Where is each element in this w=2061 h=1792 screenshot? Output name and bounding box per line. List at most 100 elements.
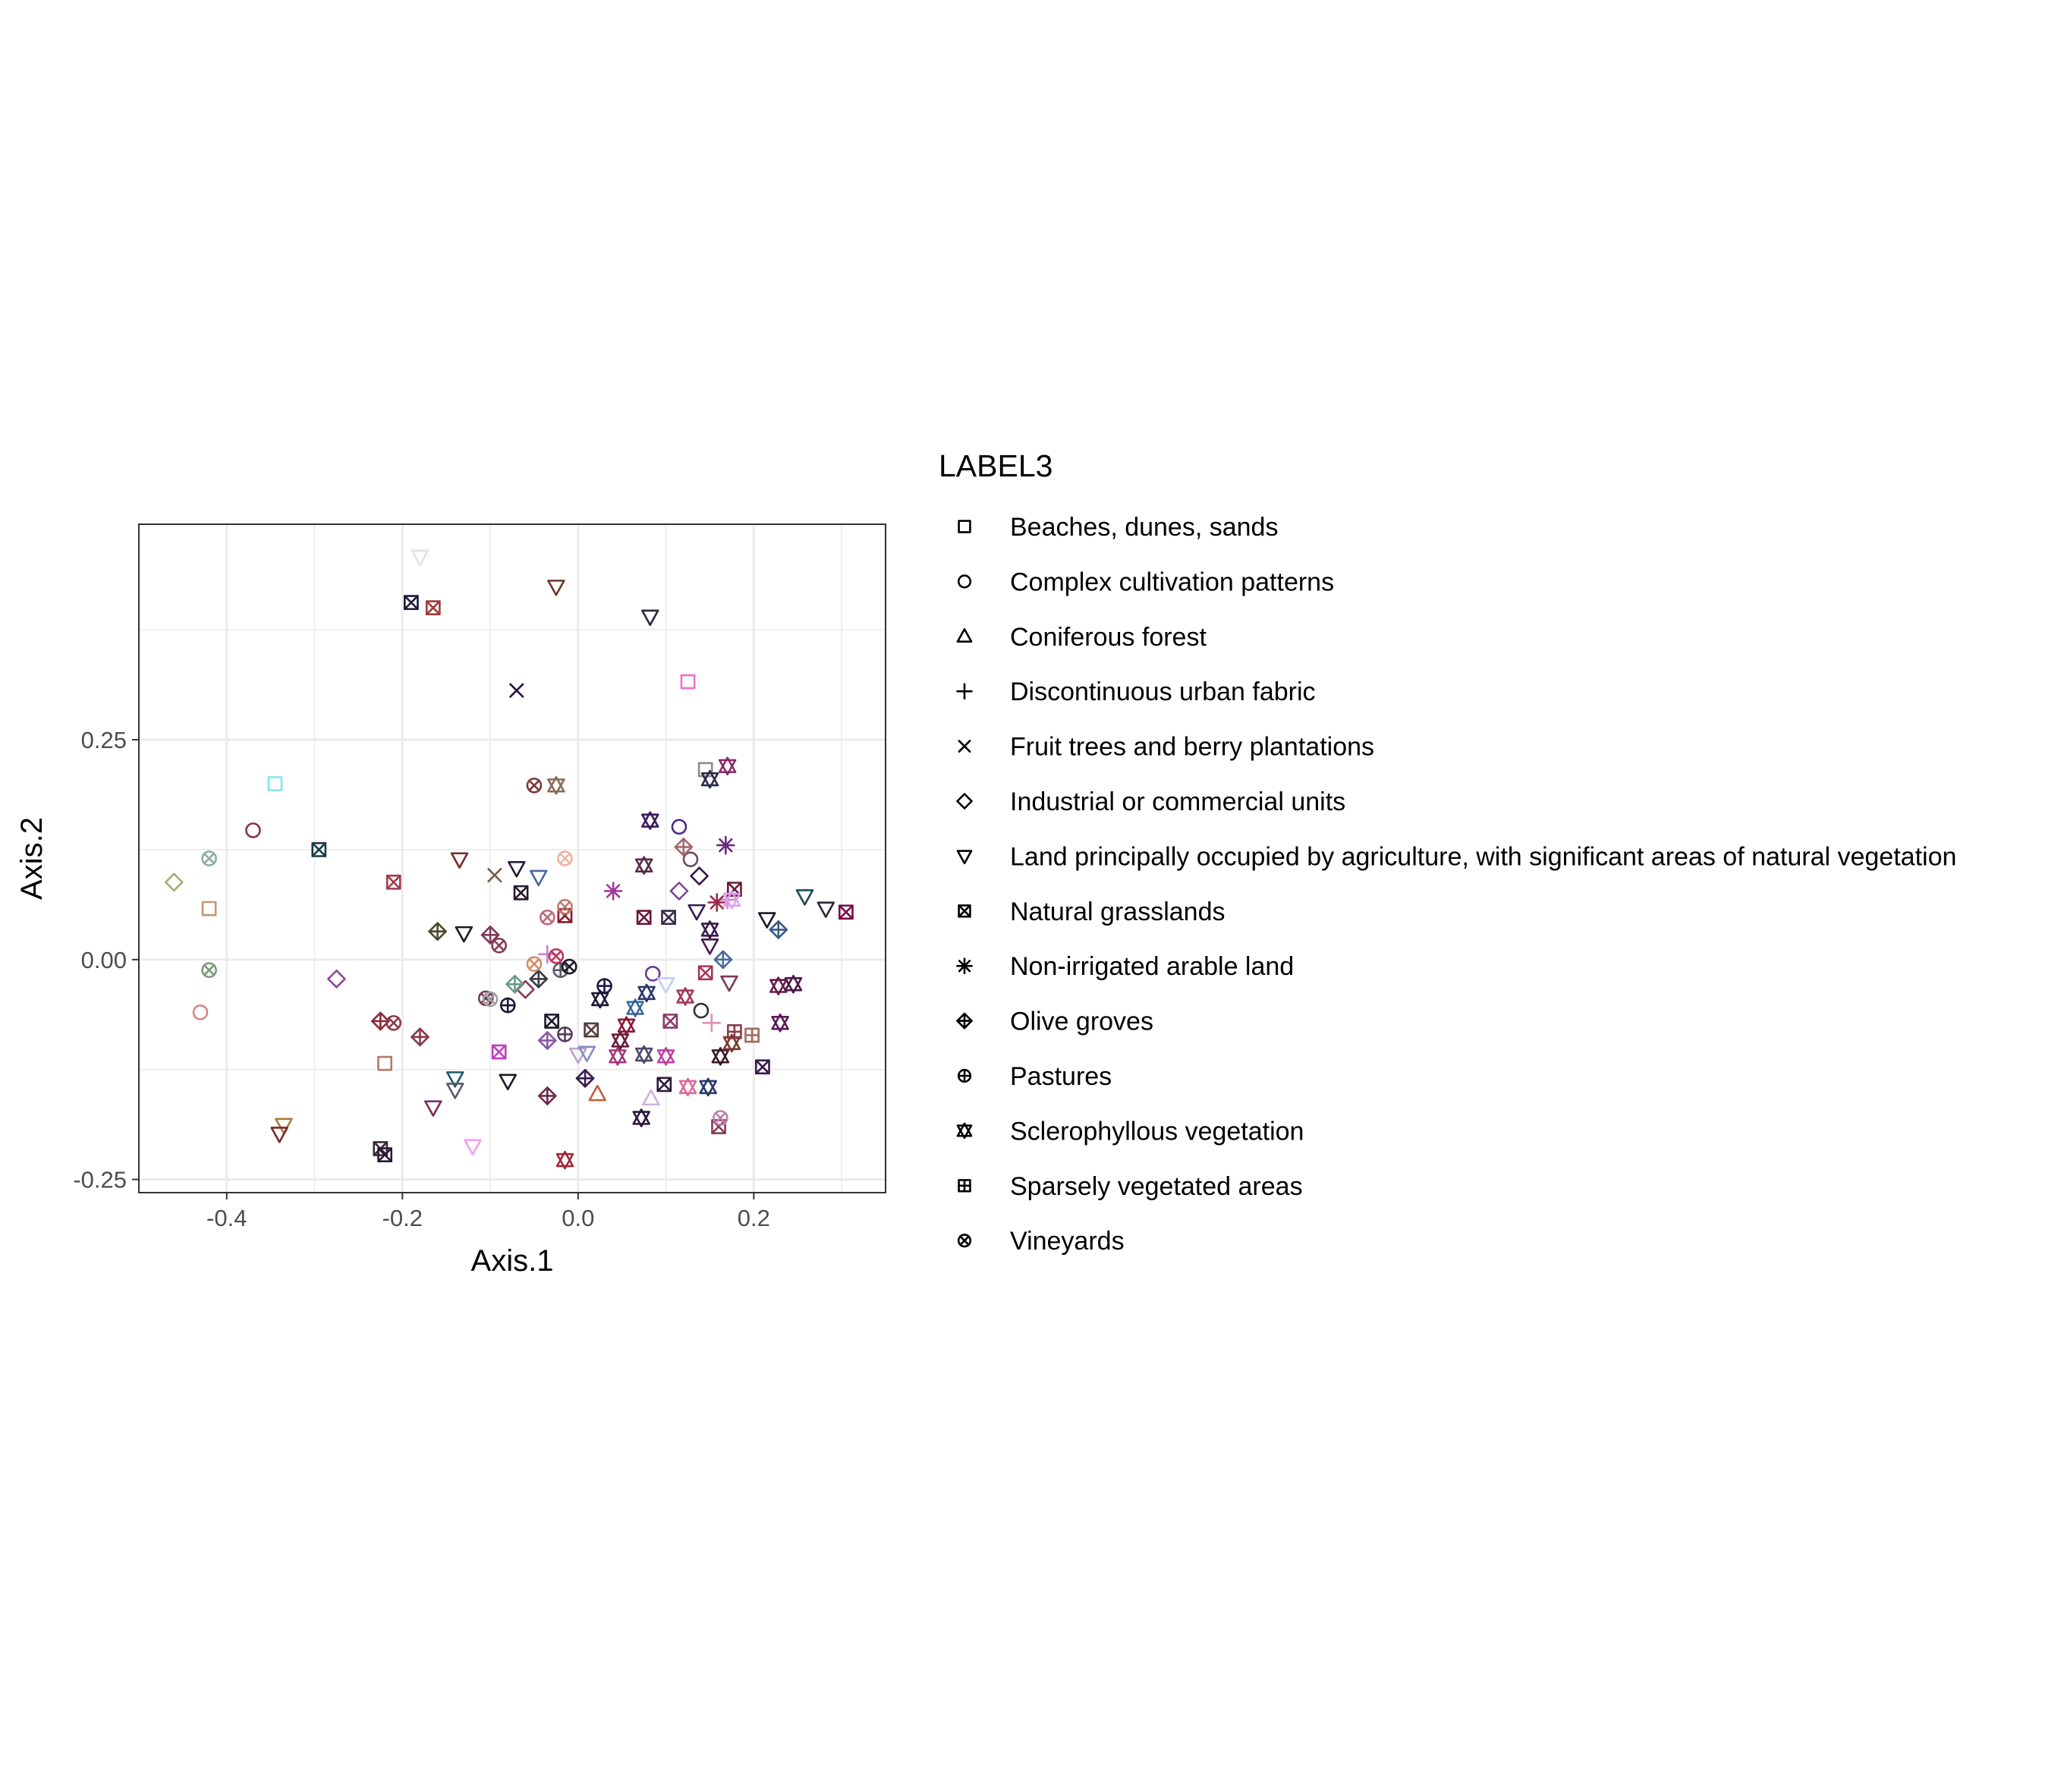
legend-item-label: Beaches, dunes, sands — [1010, 513, 1278, 542]
y-tick-label: -0.25 — [73, 1167, 127, 1193]
data-point — [771, 1013, 789, 1033]
data-point — [611, 1031, 630, 1050]
data-point — [713, 950, 733, 970]
data-point — [769, 920, 788, 939]
data-point — [480, 926, 500, 945]
x-tick-label: 0.0 — [562, 1205, 594, 1231]
data-point — [544, 1014, 559, 1029]
data-point — [693, 1002, 710, 1019]
legend-item: Olive groves — [956, 1008, 1153, 1036]
data-point — [377, 1055, 393, 1071]
legend-items: Beaches, dunes, sands Complex cultivation… — [956, 513, 1956, 1256]
data-point — [755, 1059, 770, 1075]
data-point — [699, 1077, 717, 1097]
legend-key-icon — [958, 1179, 971, 1193]
data-point — [491, 1044, 507, 1060]
data-point — [718, 756, 737, 776]
data-point — [270, 1127, 288, 1143]
data-point — [201, 901, 217, 916]
data-point — [513, 885, 529, 901]
legend-item: Beaches, dunes, sands — [958, 513, 1278, 542]
data-point — [727, 1023, 742, 1039]
data-point — [385, 1014, 402, 1031]
legend-item-label: Vineyards — [1010, 1227, 1125, 1256]
data-point — [697, 762, 713, 778]
data-point — [744, 1027, 760, 1043]
data-point — [596, 978, 612, 994]
data-point — [491, 937, 507, 954]
data-point — [656, 1047, 675, 1066]
data-point — [526, 777, 543, 794]
legend-item: Pastures — [957, 1062, 1112, 1091]
data-point — [817, 901, 835, 918]
legend-key-icon — [957, 574, 972, 589]
data-point — [716, 835, 735, 855]
data-point — [555, 1150, 574, 1170]
legend-item: Vineyards — [957, 1227, 1125, 1256]
data-point — [584, 1022, 599, 1038]
data-point — [688, 904, 706, 921]
legend-item-label: Coniferous forest — [1010, 623, 1207, 652]
data-point — [424, 1100, 442, 1117]
legend-item-label: Sclerophyllous vegetation — [1010, 1117, 1304, 1146]
data-point — [669, 882, 689, 901]
data-point — [690, 866, 709, 885]
data-point — [700, 938, 719, 955]
data-point — [680, 674, 696, 690]
data-point — [557, 1026, 573, 1042]
legend-item-label: Fruit trees and berry plantations — [1010, 733, 1374, 762]
legend-key-icon — [957, 1068, 972, 1083]
data-point — [377, 1147, 393, 1163]
data-point — [637, 983, 656, 1003]
data-point — [588, 1084, 607, 1102]
legend-key-icon — [956, 627, 973, 643]
x-tick-label: -0.2 — [382, 1205, 423, 1231]
data-point — [642, 1089, 660, 1106]
data-point — [561, 958, 577, 975]
data-point — [720, 975, 738, 992]
data-point — [538, 1086, 557, 1105]
data-point — [311, 842, 327, 857]
data-point — [674, 838, 694, 857]
legend-key-icon — [956, 1122, 973, 1140]
data-point — [327, 970, 346, 989]
data-point — [711, 1047, 730, 1066]
data-point — [508, 861, 526, 878]
legend-key-icon — [958, 520, 971, 533]
legend-item: Non-irrigated arable land — [956, 952, 1294, 981]
data-point — [722, 1033, 741, 1053]
legend-key-icon — [958, 904, 971, 918]
data-point — [661, 910, 676, 926]
data-point — [267, 776, 283, 791]
legend-item: Fruit trees and berry plantations — [958, 733, 1374, 762]
data-point — [425, 600, 441, 616]
legend-item-label: Industrial or commercial units — [1010, 788, 1345, 816]
data-point — [603, 882, 623, 901]
grid-lines — [138, 524, 886, 1193]
data-point — [795, 889, 814, 906]
data-point — [707, 893, 727, 912]
data-point — [609, 1047, 627, 1066]
data-point — [678, 1077, 697, 1097]
data-point — [538, 945, 557, 964]
legend-key-icon — [957, 1234, 972, 1248]
data-point — [538, 1031, 557, 1050]
legend-key-icon — [956, 957, 973, 974]
data-point — [591, 989, 609, 1009]
legend-key-icon — [956, 683, 973, 700]
data-points — [165, 549, 854, 1170]
data-point — [700, 769, 719, 789]
legend-item-label: Non-irrigated arable land — [1010, 952, 1294, 981]
data-point — [201, 962, 217, 979]
data-point — [411, 1027, 430, 1047]
data-point — [529, 970, 549, 989]
legend-item: Complex cultivation patterns — [957, 567, 1334, 596]
plot-panel-border — [138, 523, 886, 1193]
data-point — [446, 1071, 464, 1088]
data-point — [165, 872, 184, 892]
data-point — [446, 1083, 464, 1099]
data-point — [636, 910, 652, 926]
data-point — [641, 609, 659, 627]
legend-key-icon — [956, 793, 973, 810]
legend-key-icon — [958, 740, 971, 753]
